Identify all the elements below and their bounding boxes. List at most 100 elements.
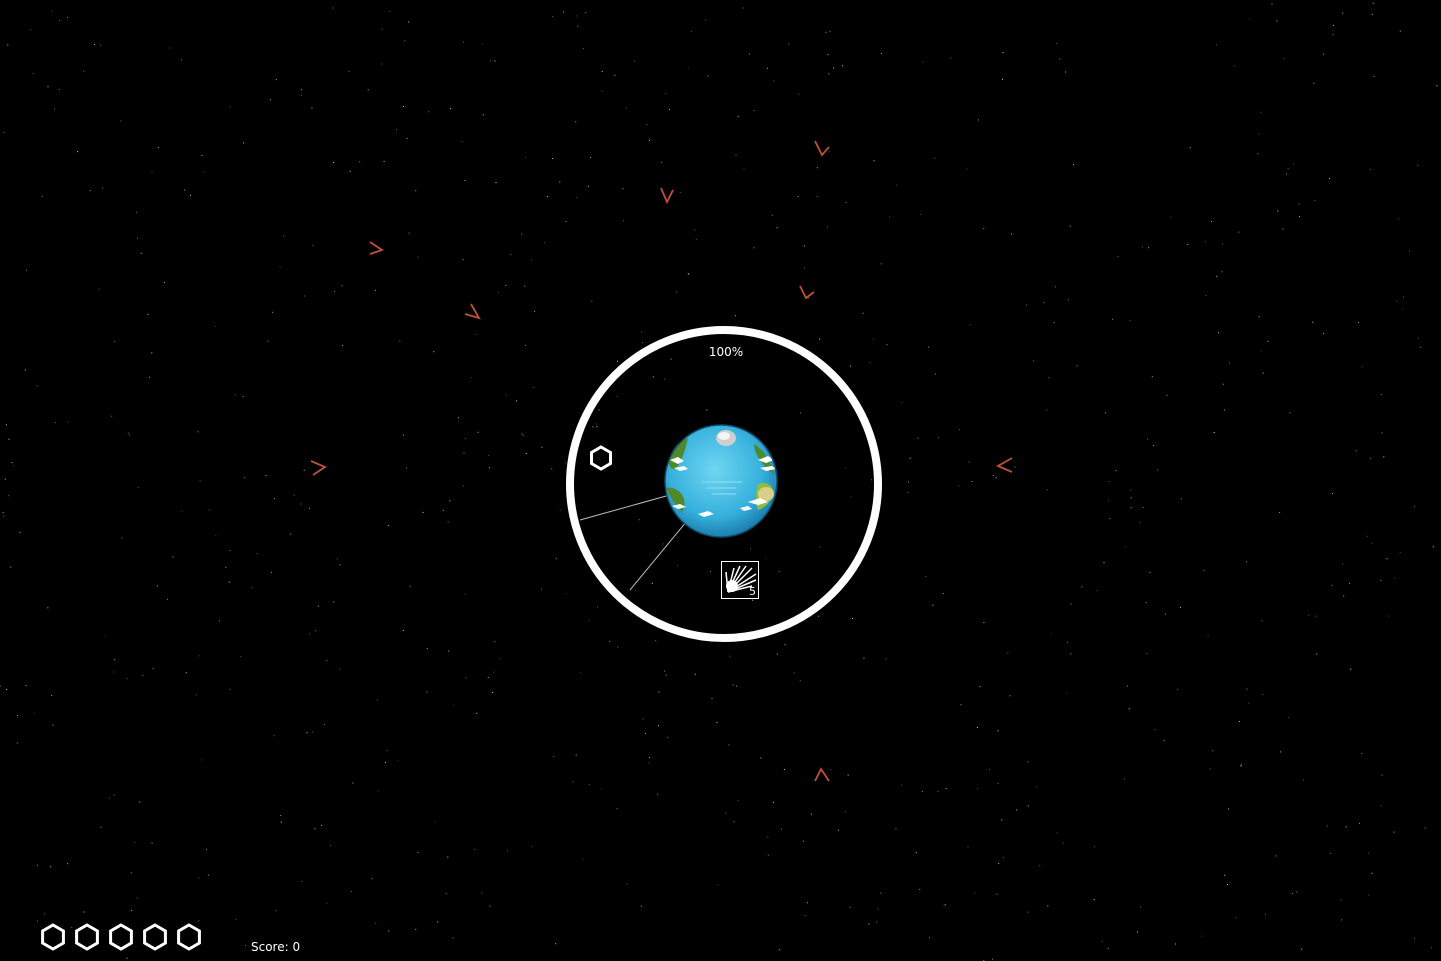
star	[324, 724, 326, 726]
star	[151, 352, 153, 354]
star	[1262, 372, 1264, 374]
star	[734, 315, 736, 317]
star	[229, 688, 231, 690]
enemy-ship-chevron[interactable]	[461, 302, 483, 324]
star	[77, 151, 78, 153]
star	[1215, 44, 1217, 46]
star	[646, 124, 648, 126]
enemy-ship-chevron[interactable]	[364, 238, 386, 260]
star	[737, 116, 739, 118]
star	[8, 495, 10, 497]
star	[195, 694, 197, 696]
star	[1201, 935, 1203, 937]
star	[114, 659, 116, 661]
star	[705, 19, 707, 21]
star	[1257, 153, 1259, 155]
star	[336, 558, 338, 560]
star	[203, 171, 205, 173]
star	[1062, 842, 1064, 844]
star	[199, 480, 201, 482]
star	[461, 141, 463, 142]
star	[588, 784, 590, 786]
star	[139, 801, 141, 803]
enemy-ship-chevron[interactable]	[811, 137, 833, 159]
star	[181, 510, 183, 512]
star	[974, 892, 976, 894]
star	[1299, 216, 1300, 218]
star	[1368, 852, 1370, 854]
star	[1212, 750, 1214, 752]
star	[333, 162, 334, 164]
star	[1283, 58, 1285, 60]
star	[1050, 633, 1052, 635]
star	[577, 25, 579, 27]
star	[977, 788, 979, 790]
star	[1358, 322, 1359, 324]
star	[1163, 740, 1165, 742]
star	[880, 892, 882, 894]
star	[201, 155, 203, 157]
enemy-ship-chevron[interactable]	[994, 454, 1016, 476]
star	[525, 453, 527, 454]
star	[1355, 450, 1357, 452]
star	[736, 685, 738, 687]
star	[575, 121, 577, 123]
star	[1322, 53, 1324, 55]
star	[1414, 938, 1415, 940]
star	[1238, 231, 1240, 233]
powerup-slot[interactable]: 5	[721, 561, 759, 599]
star	[1371, 872, 1373, 874]
star	[1070, 653, 1072, 655]
enemy-ship-chevron[interactable]	[307, 457, 329, 479]
star	[1267, 340, 1269, 342]
star	[920, 214, 922, 215]
enemy-ship-chevron[interactable]	[796, 282, 818, 304]
star	[50, 866, 52, 868]
star	[452, 937, 454, 939]
star	[1070, 603, 1072, 605]
star	[0, 685, 2, 687]
enemy-ship-chevron[interactable]	[811, 763, 833, 785]
star	[753, 247, 755, 249]
star	[657, 793, 659, 795]
star	[1332, 34, 1334, 36]
star	[1330, 852, 1332, 854]
star	[928, 346, 929, 348]
star	[488, 467, 490, 469]
star	[1277, 210, 1279, 212]
star	[408, 232, 410, 234]
life-hexagon-icon	[75, 923, 99, 951]
star	[280, 815, 282, 816]
star	[1175, 943, 1177, 945]
star	[1067, 299, 1069, 301]
earth-planet[interactable]	[662, 422, 780, 540]
star	[625, 107, 627, 109]
enemy-ship-chevron[interactable]	[657, 184, 679, 206]
star	[312, 731, 314, 733]
star	[397, 759, 399, 761]
star	[590, 157, 591, 158]
star	[30, 29, 32, 31]
star	[1343, 595, 1345, 597]
star	[1221, 271, 1223, 273]
star	[925, 576, 927, 577]
star	[880, 263, 882, 265]
star	[1142, 246, 1143, 248]
star	[301, 89, 302, 91]
star	[293, 494, 295, 496]
star	[707, 75, 709, 77]
star	[533, 386, 535, 388]
star	[142, 675, 144, 677]
star	[1123, 778, 1125, 780]
star	[776, 227, 778, 229]
orbiting-satellite-hexagon[interactable]	[587, 444, 615, 472]
star	[381, 28, 383, 30]
star	[950, 57, 952, 59]
star	[1413, 506, 1415, 508]
star	[1264, 913, 1266, 915]
star	[207, 874, 209, 876]
star	[668, 108, 670, 110]
star	[807, 902, 808, 904]
score-value: 0	[292, 940, 301, 954]
